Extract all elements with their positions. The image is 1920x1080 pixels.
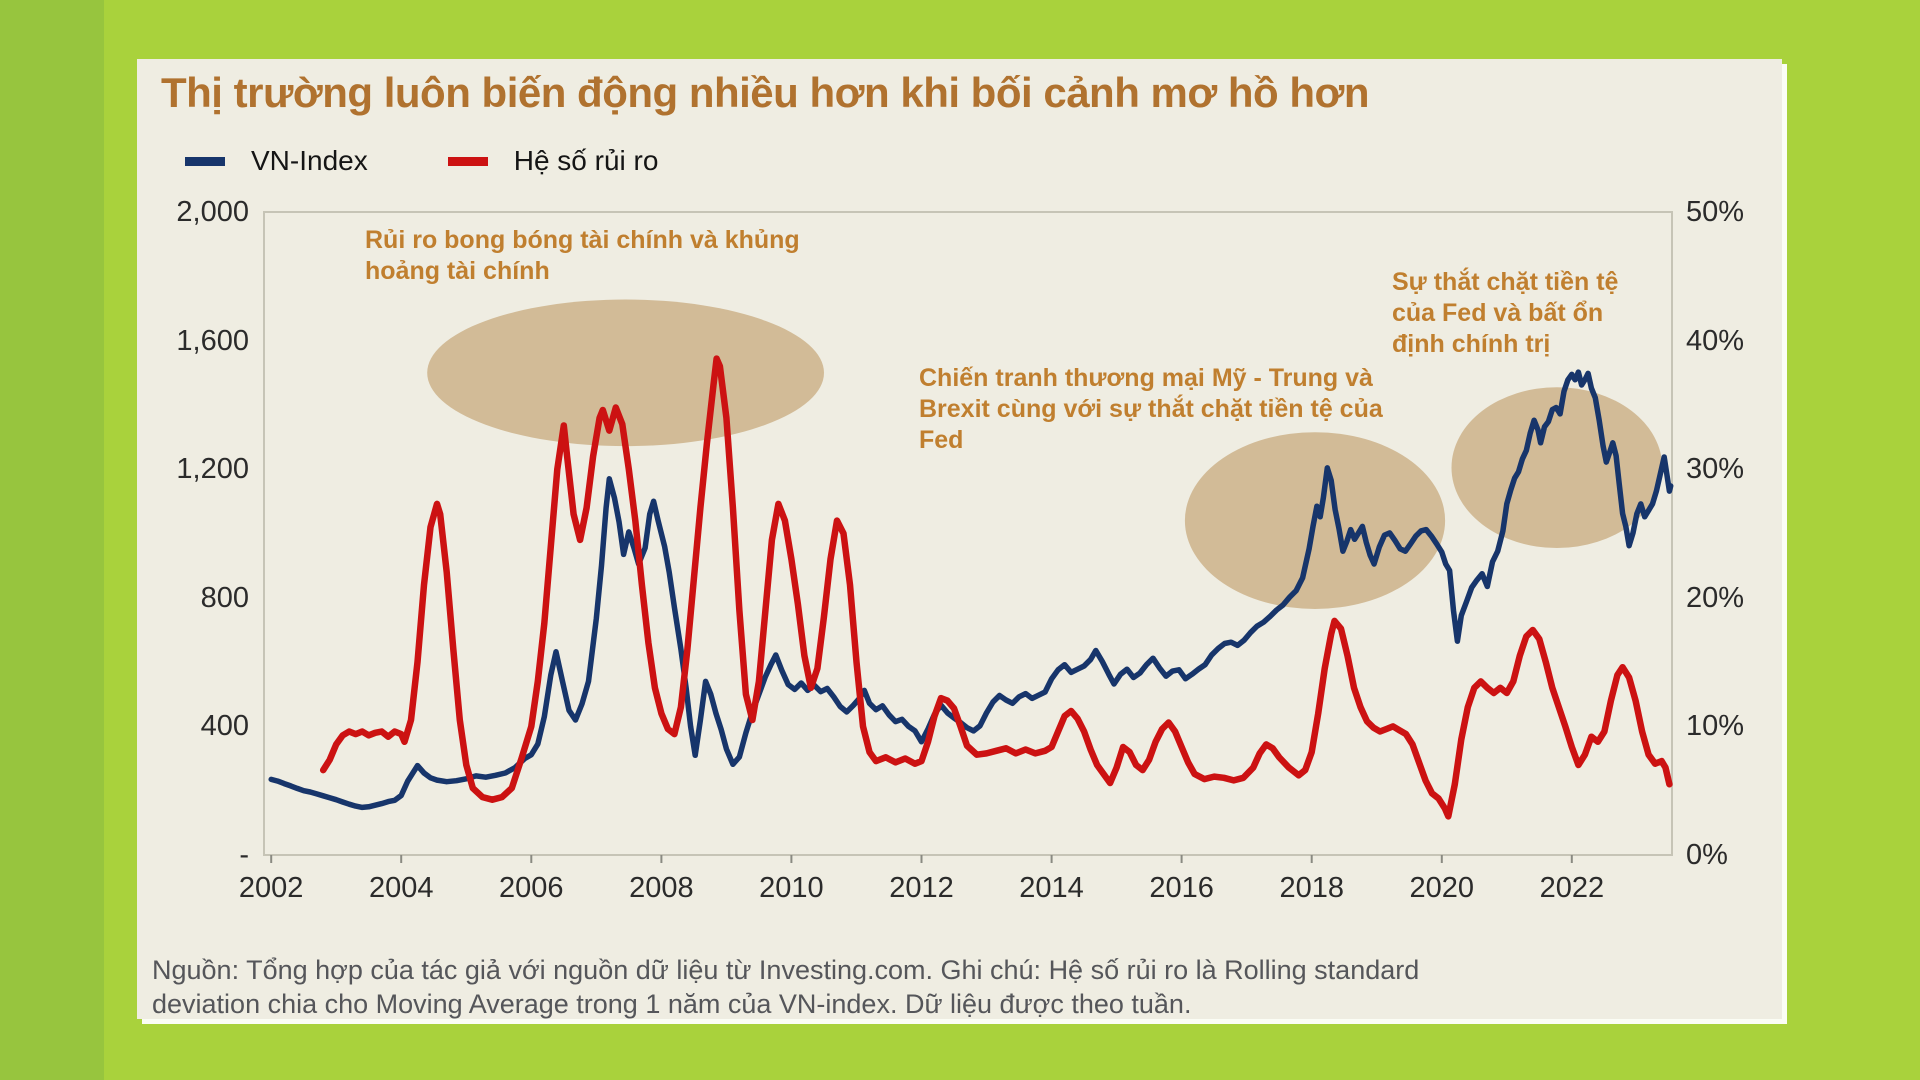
- y-axis-left-label: 400: [200, 710, 249, 743]
- background-left-band: [0, 0, 104, 1080]
- y-axis-right-label: 10%: [1686, 710, 1745, 743]
- chart-legend: VN-Index Hệ số rủi ro: [185, 145, 658, 177]
- plot-border: [263, 211, 1673, 856]
- annotation-financial-bubble: Rủi ro bong bóng tài chính và khủng hoản…: [365, 226, 800, 285]
- vn-index-line: [268, 369, 1674, 811]
- y-axis-left-label: -: [239, 839, 249, 871]
- x-axis-label: 2014: [1019, 872, 1084, 904]
- x-axis-label: 2002: [238, 872, 304, 904]
- x-axis-label: 2018: [1279, 872, 1344, 904]
- x-axis-label: 2012: [889, 872, 954, 904]
- y-axis-left-label: 1,600: [176, 324, 249, 357]
- risk-line: [319, 355, 1673, 820]
- annotation-trade-war: Chiến tranh thương mại Mỹ - Trung và Bre…: [919, 364, 1383, 454]
- y-axis-right-label: 0%: [1686, 839, 1728, 871]
- y-axis-right-label: 40%: [1686, 324, 1745, 357]
- source-note-line2: deviation chia cho Moving Average trong …: [152, 989, 1192, 1019]
- risk-legend-swatch: [447, 156, 488, 166]
- x-axis-label: 2004: [368, 872, 434, 904]
- x-axis-label: 2020: [1409, 872, 1475, 904]
- x-axis-label: 2010: [759, 872, 824, 904]
- x-axis-label: 2016: [1149, 872, 1214, 904]
- y-axis-right-label: 20%: [1686, 581, 1745, 614]
- page-title: Thị trường luôn biến động nhiều hơn khi …: [161, 69, 1370, 116]
- risk-legend-label: Hệ số rủi ro: [513, 145, 659, 176]
- source-note-line1: Nguồn: Tổng hợp của tác giả với nguồn dữ…: [152, 955, 1420, 985]
- y-axis-left-label: 800: [200, 581, 249, 614]
- y-axis-left-label: 2,000: [176, 196, 249, 228]
- chart-canvas: [263, 211, 1674, 863]
- y-axis-right-label: 30%: [1686, 453, 1745, 486]
- x-axis-label: 2006: [499, 872, 564, 904]
- axis-labels-layer: 2002 2004 2006 2008 2010 2012 2014 2016 2018 2020…: [137, 59, 1782, 1019]
- x-axis-label: 2022: [1539, 872, 1605, 904]
- vn-index-legend-label: VN-Index: [251, 145, 368, 176]
- y-axis-left-label: 1,200: [176, 453, 249, 486]
- source-note: Nguồn: Tổng hợp của tác giả với nguồn dữ…: [152, 953, 1492, 1021]
- vn-index-legend-swatch: [185, 156, 225, 166]
- annotation-fed-tightening: Sự thắt chặt tiền tệ của Fed và bất ổn đ…: [1392, 268, 1619, 358]
- x-axis-label: 2008: [629, 872, 694, 904]
- y-axis-right-label: 50%: [1686, 196, 1745, 228]
- chart-panel: Thị trường luôn biến động nhiều hơn khi …: [137, 59, 1782, 1019]
